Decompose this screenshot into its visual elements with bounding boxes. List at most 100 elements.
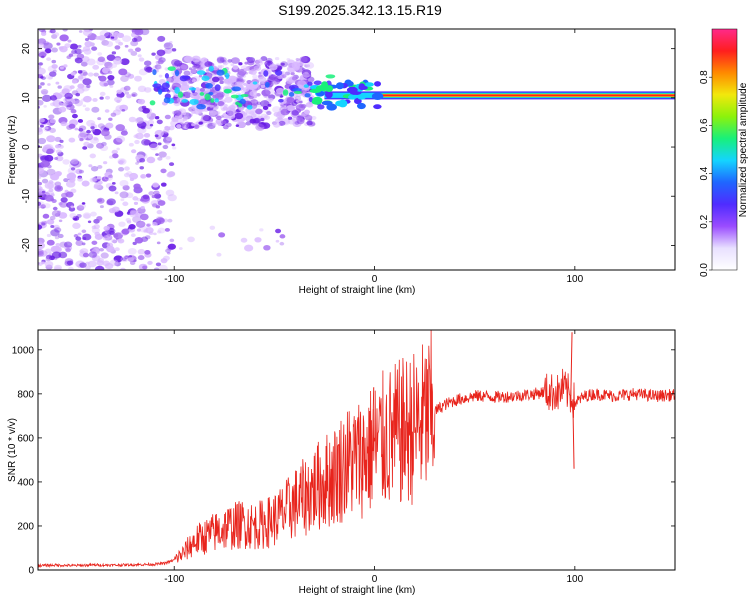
spectrogram-cell <box>243 67 249 72</box>
spectrogram-cell <box>111 206 120 213</box>
spectrogram-cell <box>272 106 282 113</box>
spectrogram-cell <box>77 177 83 182</box>
spectrogram-cell <box>155 262 162 267</box>
spectrogram-cell <box>69 43 79 50</box>
spectrogram-cell <box>111 51 117 55</box>
spectrogram-cell <box>40 82 45 86</box>
spectrogram-cell <box>255 123 265 131</box>
spectrogram-cell <box>164 227 170 232</box>
spectrogram-cell <box>364 82 374 87</box>
spectrogram-cell <box>264 108 271 114</box>
spectrogram-cell <box>38 249 44 256</box>
spectrogram-cell <box>68 266 74 270</box>
spectrogram-cell <box>40 204 46 209</box>
spectrogram-cell <box>236 77 244 83</box>
spectrogram-cell <box>82 78 92 86</box>
spectrogram-cell <box>280 62 285 66</box>
spectrogram-cell <box>82 29 93 37</box>
spectrogram-cell <box>263 244 271 251</box>
spectrogram-cell <box>157 142 162 146</box>
spectrogram-cell <box>79 137 84 142</box>
spectrogram-cell <box>131 37 138 43</box>
spectrogram-cell <box>326 103 337 111</box>
spectrogram-cell <box>151 52 156 56</box>
spectrogram-cell <box>82 212 92 219</box>
spectrogram-cell <box>151 203 158 208</box>
spectrogram-cell <box>59 34 69 42</box>
spectrogram-cell <box>48 75 53 80</box>
spectrogram-cell <box>94 231 101 236</box>
spectrogram-cell <box>165 136 173 142</box>
spectrogram-cell <box>306 76 315 83</box>
spectrogram-cell <box>47 65 57 73</box>
spectrogram-cell <box>100 252 109 259</box>
spectrogram-cell <box>264 81 270 88</box>
spectrogram-cell <box>80 61 88 67</box>
spectrogram-cell <box>160 182 167 187</box>
spectrogram-cell <box>70 109 77 114</box>
spectrogram-cell <box>52 99 62 107</box>
spectrogram-cell <box>41 222 46 226</box>
spectrogram-cell <box>38 179 41 183</box>
spectrogram-cell <box>165 155 171 160</box>
spectrogram-cell <box>38 51 47 58</box>
spectrogram-cell <box>249 90 258 97</box>
spectrogram-cell <box>225 107 236 115</box>
spectrogram-cell <box>371 92 384 101</box>
spectrogram-cell <box>279 95 284 98</box>
spectrogram-cell <box>263 115 270 120</box>
spectrogram-cell <box>82 146 88 150</box>
spectrogram-cell <box>215 115 222 121</box>
spectrogram-cell <box>128 116 137 123</box>
spectrogram-cell <box>78 125 87 131</box>
spectrogram-cell <box>103 225 110 231</box>
spectrogram-cell <box>167 243 176 250</box>
spectrogram-cell <box>51 34 58 39</box>
spectrogram-cell <box>260 84 266 88</box>
spectrogram-cell <box>226 59 232 64</box>
spectrogram-cell <box>104 229 109 233</box>
spectrogram-cell <box>55 155 64 162</box>
spectrogram-cell <box>75 168 83 175</box>
spectrogram-cell <box>286 78 294 85</box>
spectrogram-cell <box>192 64 198 70</box>
spectrogram-cell <box>157 200 166 206</box>
spectrogram-cell <box>107 75 115 81</box>
spectrogram-cell <box>92 64 100 70</box>
spectrogram-cell <box>209 225 216 230</box>
spectrogram-cell <box>148 116 155 121</box>
spectrogram-cell <box>50 245 60 253</box>
spectrogram-cell <box>47 181 57 189</box>
spectrogram-cell <box>198 74 203 78</box>
spectrogram-cell <box>49 95 58 101</box>
spectrogram-cell <box>231 86 242 92</box>
spectrogram-cell <box>41 90 48 96</box>
spectrogram-cell <box>220 65 225 68</box>
spectrogram-cell <box>238 62 243 66</box>
spectrogram-cell <box>238 107 244 111</box>
spectrogram-cell <box>218 232 226 238</box>
spectrogram-cell <box>71 113 78 119</box>
spectrogram-cell <box>87 260 97 268</box>
spectrogram-cell <box>83 95 92 103</box>
spectrogram-cell <box>72 222 81 229</box>
spectrogram-cell <box>148 141 158 149</box>
spectrogram-cell <box>40 76 44 79</box>
spectrogram-cell <box>223 88 232 94</box>
spectrogram-cell <box>82 71 88 76</box>
spectrogram-cell <box>60 121 67 127</box>
spectrogram-cell <box>226 109 235 116</box>
spectrogram-cell <box>158 151 167 158</box>
spectrogram-cell <box>178 109 183 113</box>
spectrogram-cell <box>118 160 124 165</box>
spectrogram-cell <box>179 63 189 71</box>
spectrogram-cell <box>167 194 177 202</box>
spectrogram-cell <box>64 92 73 100</box>
spectrogram-cell <box>166 251 171 255</box>
spectrogram-cell <box>215 111 221 115</box>
spectrogram-cell <box>260 56 268 62</box>
spectrogram-cell <box>278 98 284 103</box>
spectrogram-cell <box>219 80 224 84</box>
spectrogram-cell <box>237 69 247 76</box>
spectrogram-cell <box>123 85 131 91</box>
